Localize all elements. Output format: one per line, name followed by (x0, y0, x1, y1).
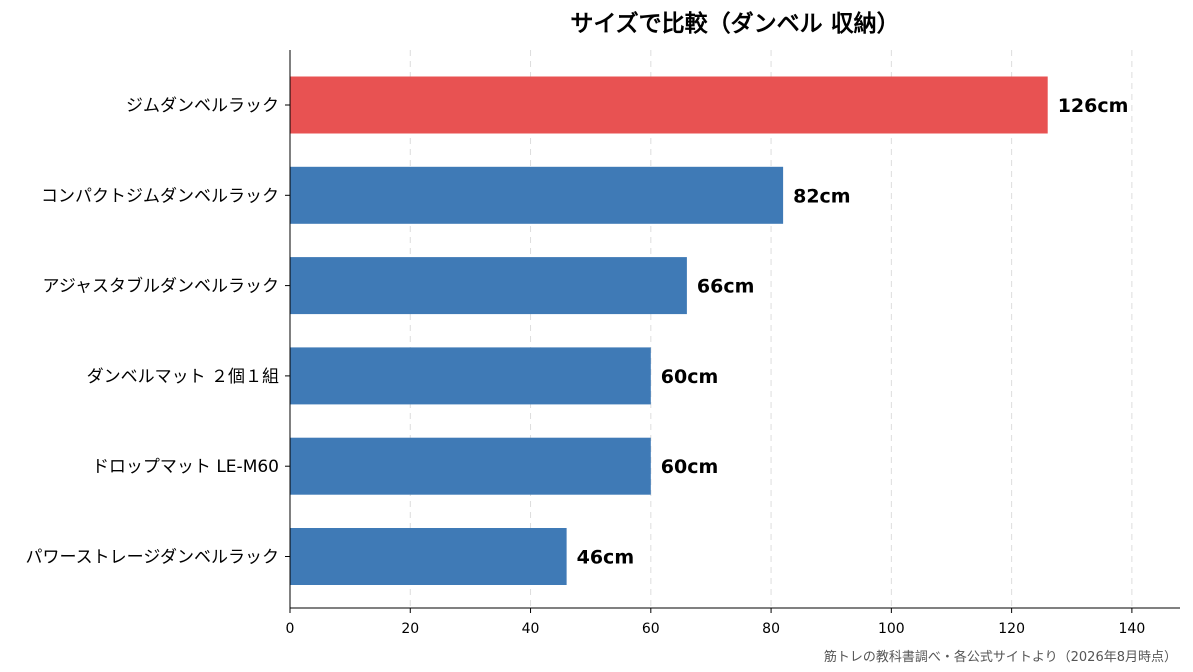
bar (290, 437, 651, 495)
category-label: ジムダンベルラック (126, 96, 279, 116)
bar (290, 347, 651, 405)
source-note: 筋トレの教科書調べ・各公式サイトより（2026年8月時点） (823, 650, 1177, 665)
bar-value-label: 60cm (661, 456, 719, 478)
x-tick-label: 80 (762, 621, 780, 637)
category-label: アジャスタブルダンベルラック (43, 276, 279, 297)
category-label: パワーストレージダンベルラック (26, 548, 279, 568)
category-label: ダンベルマット ２個１組 (87, 367, 279, 387)
bar (290, 76, 1048, 134)
chart-title: サイズで比較（ダンベル 収納） (570, 11, 900, 37)
bar-value-label: 82cm (793, 185, 851, 207)
x-tick-label: 20 (401, 621, 419, 637)
x-tick-label: 0 (286, 621, 295, 637)
bar (290, 528, 567, 585)
x-tick-label: 40 (522, 621, 540, 637)
x-tick-label: 60 (642, 621, 660, 637)
bar-value-label: 66cm (697, 276, 755, 298)
bar-value-label: 46cm (577, 547, 635, 569)
bar-value-label: 126cm (1058, 95, 1129, 117)
category-label: ドロップマット LE-M60 (92, 457, 279, 477)
x-tick-label: 120 (998, 621, 1025, 637)
x-tick-label: 100 (878, 621, 905, 637)
bar (290, 166, 784, 224)
x-tick-label: 140 (1119, 621, 1146, 637)
category-label: コンパクトジムダンベルラック (41, 186, 279, 206)
bar-value-label: 60cm (661, 366, 719, 388)
bar (290, 257, 687, 315)
